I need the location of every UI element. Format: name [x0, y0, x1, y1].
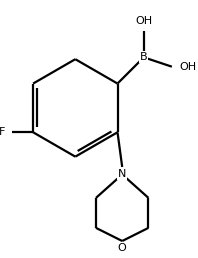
Text: OH: OH — [135, 17, 152, 26]
Text: O: O — [118, 244, 127, 254]
Text: N: N — [118, 170, 126, 180]
Text: B: B — [140, 52, 148, 62]
Text: OH: OH — [179, 62, 196, 72]
Text: F: F — [0, 127, 5, 137]
